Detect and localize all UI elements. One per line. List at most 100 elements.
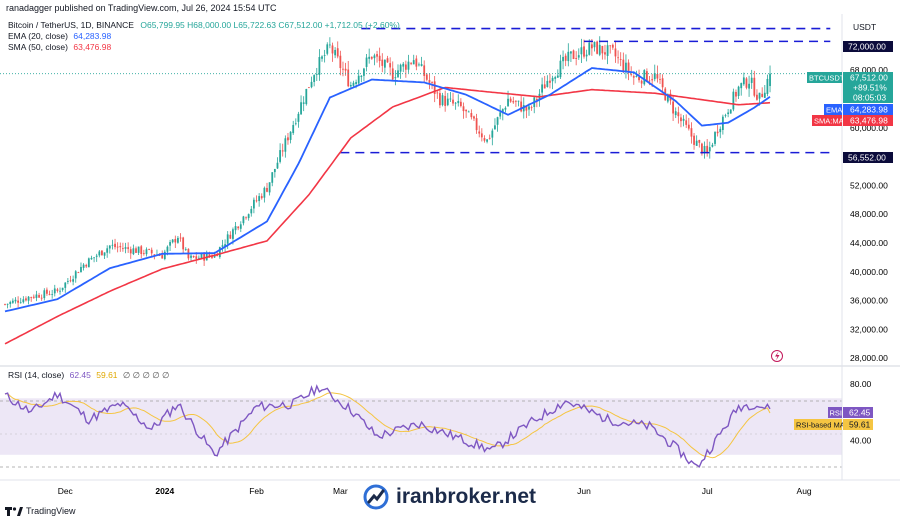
candle-body <box>195 256 198 259</box>
candle-body <box>732 91 735 110</box>
price-tick-label: 36,000.00 <box>850 296 888 306</box>
candle-body <box>758 92 761 99</box>
candle-body <box>148 249 150 250</box>
candle-body <box>745 78 748 88</box>
candle-body <box>305 88 308 105</box>
candle-body <box>402 63 405 67</box>
candle-body <box>423 65 426 76</box>
candle-body <box>596 41 599 54</box>
candle-body <box>446 98 449 106</box>
candle-body <box>142 253 145 254</box>
candle-body <box>535 98 538 101</box>
candle-body <box>368 56 371 59</box>
sma-name-tag: SMA:MA <box>814 117 844 126</box>
candle-body <box>475 118 478 131</box>
candle-body <box>90 257 93 260</box>
candle-body <box>279 150 281 162</box>
candle-body <box>95 255 98 257</box>
btc-countdown-tag: 08:05:03 <box>853 93 886 103</box>
candle-body <box>263 187 266 198</box>
candle-body <box>25 298 27 301</box>
candle-body <box>415 58 418 67</box>
candle-body <box>588 42 591 55</box>
candle-body <box>48 294 51 296</box>
time-tick-label: Jun <box>577 486 591 496</box>
candle-body <box>93 257 95 259</box>
rsi-legend[interactable]: RSI (14, close) 62.45 59.61 ∅ ∅ ∅ ∅ ∅ <box>8 370 169 381</box>
candle-body <box>184 249 187 250</box>
candle-body <box>357 75 360 84</box>
candle-body <box>17 300 19 303</box>
candle-body <box>216 254 219 257</box>
candle-body <box>570 51 572 54</box>
candle-body <box>399 64 402 72</box>
time-axis[interactable]: Dec 2024 Feb Mar Jun Jul Aug <box>58 486 812 496</box>
candle-body <box>9 301 12 305</box>
candle-body <box>344 68 347 71</box>
legend-sma-row[interactable]: SMA (50, close) 63,476.98 <box>8 42 400 53</box>
rsi-name-tag-bg <box>828 407 842 418</box>
candle-body <box>221 245 224 247</box>
candle-body <box>609 45 612 47</box>
candle-body <box>373 55 376 59</box>
rsi-legend-value: 62.45 <box>69 370 91 380</box>
rsi-line <box>4 384 771 468</box>
candle-body <box>575 58 578 59</box>
candle-body <box>509 98 512 102</box>
candle-body <box>82 264 85 268</box>
candle-body <box>666 94 669 102</box>
rsi-tick-label: 80.00 <box>850 379 872 389</box>
candle-body <box>114 243 116 248</box>
candle-body <box>598 44 601 55</box>
candle-body <box>735 91 737 97</box>
ema-name-tag-bg <box>824 104 842 115</box>
lightning-icon[interactable] <box>771 350 783 362</box>
candle-body <box>11 300 14 303</box>
candle-body <box>289 131 292 140</box>
btc-price-tag-bg <box>843 72 893 103</box>
candle-body <box>512 101 515 103</box>
candle-body <box>585 54 588 57</box>
currency-label[interactable]: USDT <box>853 22 876 32</box>
ema-value-tag-bg <box>843 104 893 115</box>
candle-body <box>111 244 114 246</box>
candle-body <box>211 256 213 258</box>
price-tags-layer: USDT 72,000.00 BTCUSDT 67,512.00 +89.51%… <box>771 22 893 430</box>
candle-body <box>425 74 428 80</box>
rsi-band <box>0 398 842 455</box>
candle-body <box>638 76 640 81</box>
candle-body <box>284 138 287 152</box>
rsima-name-tag: RSI-based MA <box>796 421 845 430</box>
candle-body <box>501 109 504 114</box>
candle-body <box>22 299 25 303</box>
candle-body <box>444 95 447 106</box>
candle-body <box>687 124 690 129</box>
candle-body <box>661 78 664 88</box>
candle-body <box>158 255 161 257</box>
candle-body <box>418 64 420 66</box>
candle-body <box>85 264 88 267</box>
candle-body <box>449 98 452 100</box>
candle-body <box>750 77 753 83</box>
candle-body <box>407 61 410 70</box>
sma-value-tag: 63,476.98 <box>850 116 888 126</box>
candle-body <box>682 118 685 121</box>
candle-body <box>331 45 334 54</box>
candle-body <box>174 239 177 243</box>
footer-brand[interactable]: TradingView <box>5 506 76 516</box>
candle-body <box>242 216 245 224</box>
btc-price-tag: 67,512.00 <box>850 73 888 83</box>
candle-body <box>567 51 570 62</box>
legend-symbol-row[interactable]: Bitcoin / TetherUS, 1D, BINANCE O65,799.… <box>8 20 400 31</box>
candle-body <box>572 50 575 59</box>
legend-ema-row[interactable]: EMA (20, close) 64,283.98 <box>8 31 400 42</box>
candle-body <box>622 59 625 71</box>
candle-body <box>273 168 276 173</box>
candle-body <box>237 226 240 229</box>
candle-body <box>611 44 614 48</box>
candle-body <box>480 133 483 138</box>
candle-body <box>397 70 399 78</box>
ema-legend-label: EMA (20, close) <box>8 31 68 41</box>
res-tag-label: 72,000.00 <box>848 42 886 52</box>
